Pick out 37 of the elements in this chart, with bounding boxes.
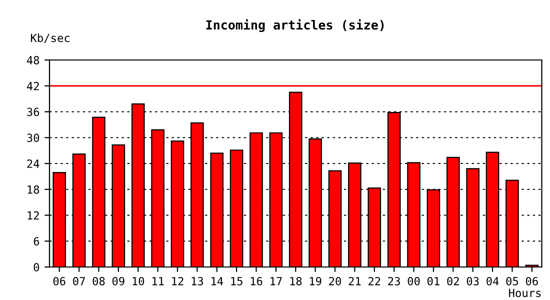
x-axis-title: Hours <box>509 288 541 298</box>
x-tick-label: 07 <box>73 276 85 286</box>
y-tick-label: 12 <box>28 211 39 220</box>
x-tick-label: 11 <box>152 277 164 286</box>
y-tick-label: 42 <box>26 82 39 90</box>
x-tick-label: 15 <box>231 277 242 286</box>
x-tick-label: 21 <box>348 276 361 286</box>
y-axis-title: Kb/sec <box>30 34 70 44</box>
x-tick-label: 14 <box>212 277 224 286</box>
x-tick-label: 18 <box>290 276 302 286</box>
x-tick-label: 08 <box>92 276 105 286</box>
y-tick-label: 30 <box>27 134 40 142</box>
x-tick-label: 00 <box>408 276 420 286</box>
x-tick-label: 10 <box>132 276 144 286</box>
x-tick-label: 13 <box>192 276 204 286</box>
x-tick-label: 04 <box>486 276 499 286</box>
x-tick-label: 09 <box>112 276 124 286</box>
x-tick-label: 23 <box>388 276 400 286</box>
x-tick-label: 12 <box>172 276 184 286</box>
x-tick-label: 17 <box>270 277 282 286</box>
x-tick-label: 06 <box>526 276 538 286</box>
y-tick-label: 6 <box>34 237 40 246</box>
y-tick-label: 36 <box>27 108 40 116</box>
y-tick-label: 24 <box>27 160 40 168</box>
chart-title: Incoming articles (size) <box>206 19 384 32</box>
x-tick-label: 02 <box>447 276 459 286</box>
x-tick-label: 06 <box>53 276 66 286</box>
x-tick-label: 03 <box>466 276 479 286</box>
x-tick-label: 22 <box>368 276 380 286</box>
x-tick-label: 20 <box>329 276 341 286</box>
x-tick-label: 01 <box>427 276 440 286</box>
y-tick-label: 48 <box>26 56 40 64</box>
x-tick-label: 05 <box>506 276 518 286</box>
y-tick-label: 0 <box>34 263 40 272</box>
x-tick-label: 19 <box>310 276 322 286</box>
x-tick-label: 16 <box>250 276 262 286</box>
y-tick-label: 18 <box>28 185 40 194</box>
